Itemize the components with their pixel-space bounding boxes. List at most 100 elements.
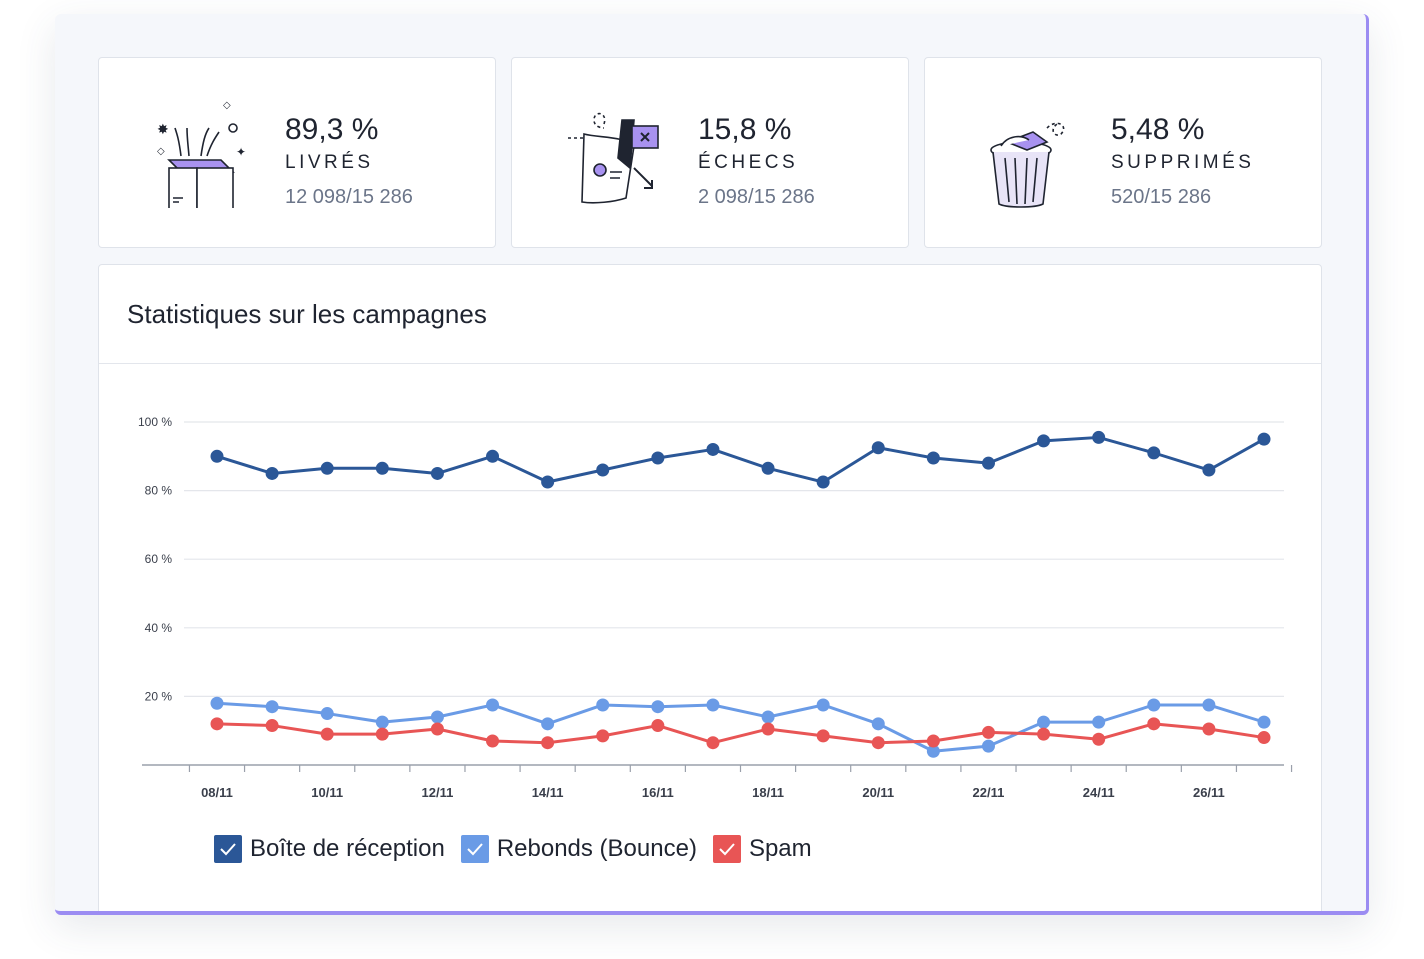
- x-tick-label: 12/11: [422, 785, 454, 800]
- data-point: [1037, 434, 1051, 448]
- checkbox-checked-icon[interactable]: [460, 835, 489, 863]
- deleted-count: 520/15 286: [1111, 186, 1212, 208]
- data-point: [265, 466, 279, 480]
- failed-envelope-icon: [564, 98, 674, 208]
- data-point: [375, 715, 389, 729]
- data-point: [430, 710, 444, 724]
- y-tick-label: 60 %: [145, 552, 173, 566]
- data-point: [1092, 732, 1106, 746]
- data-point: [1092, 430, 1106, 444]
- data-point: [1202, 722, 1216, 736]
- data-point: [320, 727, 334, 741]
- data-point: [1202, 463, 1216, 477]
- data-point: [1037, 715, 1051, 729]
- data-point: [541, 736, 555, 750]
- data-point: [706, 442, 720, 456]
- data-point: [486, 734, 500, 748]
- data-point: [320, 461, 334, 475]
- data-point: [761, 722, 775, 736]
- line-chart: 20 % 40 % 60 % 80 % 100 % 08/11 10/11 12/11 14/1…: [138, 415, 1293, 800]
- delivered-stat-card: ✸ ◇ ◇ ✦ 89,3 % LIVRÉS 12 098/15 286: [98, 57, 496, 248]
- data-point: [981, 725, 995, 739]
- svg-text:✦: ✦: [236, 145, 246, 159]
- data-point: [265, 719, 279, 733]
- trash-can-icon: [977, 98, 1087, 208]
- data-point: [926, 734, 940, 748]
- data-point: [1257, 731, 1271, 745]
- checkbox-checked-icon[interactable]: [712, 835, 741, 863]
- data-point: [981, 739, 995, 753]
- deleted-percentage: 5,48 %: [1111, 113, 1205, 146]
- data-point: [651, 700, 665, 714]
- data-point: [651, 451, 665, 465]
- checkbox-checked-icon[interactable]: [214, 835, 242, 863]
- legend-bounce-label: Rebonds (Bounce): [496, 835, 697, 862]
- x-tick-label: 16/11: [642, 785, 674, 800]
- x-tick-label: 22/11: [973, 785, 1005, 800]
- data-point: [816, 698, 830, 712]
- legend-spam-label: Spam: [748, 835, 812, 862]
- data-point: [541, 475, 555, 489]
- data-point: [816, 729, 830, 743]
- data-point: [265, 700, 279, 714]
- data-point: [320, 707, 334, 721]
- legend-bounce[interactable]: Rebonds (Bounce): [460, 835, 697, 863]
- failed-count: 2 098/15 286: [698, 186, 815, 208]
- data-point: [651, 719, 665, 733]
- data-point: [871, 717, 885, 731]
- deleted-label: SUPPRIMÉS: [1111, 152, 1255, 173]
- y-tick-label: 20 %: [145, 689, 173, 703]
- data-point: [706, 698, 720, 712]
- data-point: [541, 717, 555, 731]
- divider: [99, 363, 1321, 364]
- data-point: [375, 461, 389, 475]
- failed-label: ÉCHECS: [698, 152, 799, 173]
- svg-text:✸: ✸: [157, 121, 169, 137]
- dashboard-frame: ✸ ◇ ◇ ✦ 89,3 % LIVRÉS 12 098/15 286: [55, 14, 1369, 915]
- series-line: [216, 701, 1265, 753]
- data-point: [871, 736, 885, 750]
- data-point: [1092, 715, 1106, 729]
- chart-legend: Boîte de réception Rebonds (Bounce) Spam: [214, 835, 812, 863]
- data-point: [1202, 698, 1216, 712]
- data-point: [1147, 717, 1161, 731]
- legend-spam[interactable]: Spam: [712, 835, 812, 863]
- data-point: [1257, 432, 1271, 446]
- data-point: [761, 710, 775, 724]
- delivered-count: 12 098/15 286: [285, 186, 413, 208]
- x-tick-label: 10/11: [311, 785, 343, 800]
- data-point: [486, 449, 500, 463]
- data-point: [1257, 715, 1271, 729]
- data-point: [1147, 446, 1161, 460]
- data-point: [596, 463, 610, 477]
- series-line: [216, 435, 1265, 484]
- data-point: [706, 736, 720, 750]
- x-tick-label: 18/11: [752, 785, 784, 800]
- data-point: [981, 456, 995, 470]
- data-point: [596, 729, 610, 743]
- x-tick-label: 24/11: [1083, 785, 1115, 800]
- failed-percentage: 15,8 %: [698, 113, 792, 146]
- data-point: [210, 449, 224, 463]
- legend-inbox[interactable]: Boîte de réception: [214, 835, 445, 863]
- campaign-stats-card: Statistiques sur les campagnes 20 % 40 % 6…: [98, 264, 1322, 911]
- svg-text:◇: ◇: [157, 146, 165, 157]
- y-tick-label: 100 %: [138, 415, 172, 429]
- x-tick-label: 08/11: [201, 785, 233, 800]
- data-point: [210, 717, 224, 731]
- data-point: [596, 698, 610, 712]
- delivered-percentage: 89,3 %: [285, 113, 379, 146]
- data-point: [430, 466, 444, 480]
- x-tick-label: 14/11: [532, 785, 564, 800]
- data-point: [1037, 727, 1051, 741]
- svg-text:◇: ◇: [223, 100, 231, 111]
- delivered-label: LIVRÉS: [285, 152, 374, 173]
- data-point: [761, 461, 775, 475]
- data-point: [926, 744, 940, 758]
- data-point: [375, 727, 389, 741]
- x-tick-label: 20/11: [862, 785, 894, 800]
- y-tick-label: 40 %: [145, 621, 173, 635]
- data-point: [1147, 698, 1161, 712]
- deleted-stat-card: 5,48 % SUPPRIMÉS 520/15 286: [924, 57, 1322, 248]
- chart-title: Statistiques sur les campagnes: [127, 299, 487, 329]
